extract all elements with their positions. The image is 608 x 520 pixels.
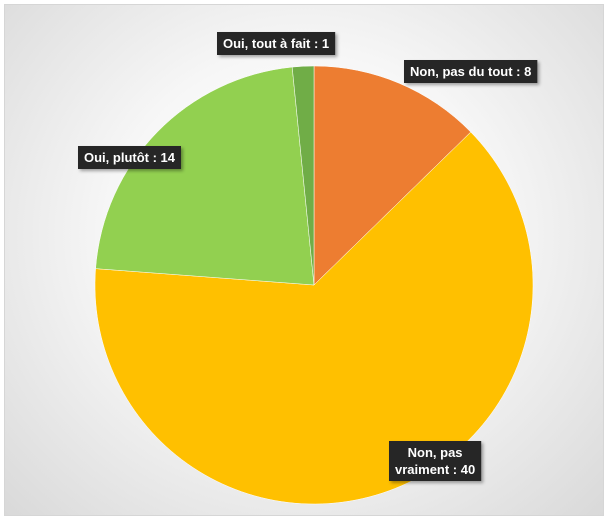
pie-slice-oui-tout-fait <box>291 65 315 286</box>
pie-slice-non-pas-vraiment <box>94 131 534 505</box>
data-label-oui-plut-t: Oui, plutôt : 14 <box>78 146 181 169</box>
pie-slice-non-pas-du-tout <box>313 65 472 286</box>
data-label-text: Oui, plutôt : 14 <box>84 150 176 165</box>
pie-slices <box>94 65 534 505</box>
pie-slice-oui-plut-t <box>95 66 315 286</box>
data-labels: Non, pas du tout : 8 Non, pas vraiment : 4… <box>78 32 538 481</box>
data-label-text: Non, pas du tout : 8 <box>410 64 531 79</box>
data-label-text: Oui, tout à fait : 1 <box>223 36 329 51</box>
data-label-non-pas-du-tout: Non, pas du tout : 8 <box>404 60 538 83</box>
chart-frame: Non, pas du tout : 8 Non, pas vraiment : 4… <box>4 4 604 516</box>
data-label-oui-tout-fait: Oui, tout à fait : 1 <box>217 32 336 55</box>
data-label-box <box>217 32 336 55</box>
data-label-box <box>404 60 538 83</box>
data-label-box <box>389 441 482 481</box>
pie-chart: Non, pas du tout : 8 Non, pas vraiment : 4… <box>78 32 538 505</box>
data-label-box <box>78 146 181 169</box>
data-label-text: vraiment : 40 <box>395 462 475 477</box>
data-label-text: Non, pas <box>408 445 463 460</box>
data-label-non-pas-vraiment: Non, pas vraiment : 40 <box>389 441 482 481</box>
